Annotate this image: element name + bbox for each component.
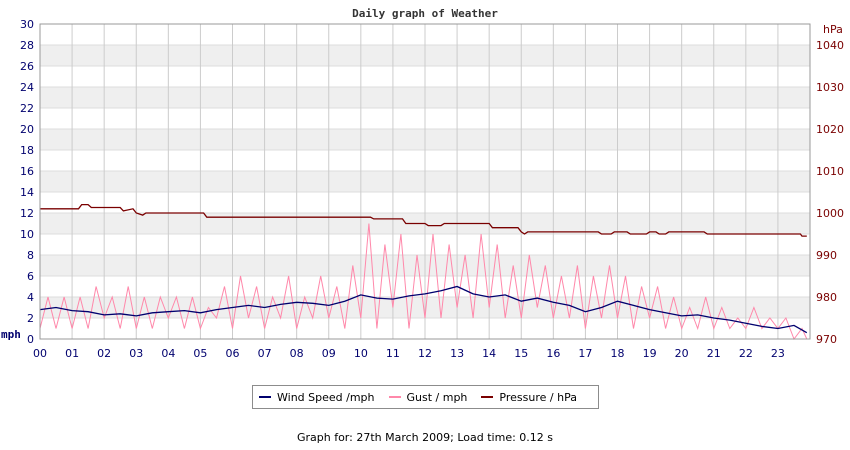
graph-footer: Graph for: 27th March 2009; Load time: 0… bbox=[296, 431, 554, 444]
vertical-gridlines bbox=[71, 24, 779, 339]
y-tick-label: 20 bbox=[20, 123, 34, 136]
x-tick-label: 12 bbox=[418, 347, 432, 360]
series-layer bbox=[39, 203, 808, 341]
x-tick-label: 11 bbox=[386, 347, 400, 360]
legend-label-gust: Gust / mph bbox=[406, 390, 468, 404]
x-axis-ticks: 00 01 02 03 04 05 06 07 08 09 10 11 12 13 14 15 16 17 18 19… bbox=[33, 347, 785, 360]
x-tick-label: 03 bbox=[129, 347, 143, 360]
y2-tick-label: 990 bbox=[816, 249, 837, 262]
y-tick-label: 4 bbox=[27, 291, 34, 304]
x-tick-label: 19 bbox=[643, 347, 657, 360]
x-tick-label: 20 bbox=[675, 347, 689, 360]
x-tick-label: 22 bbox=[739, 347, 753, 360]
legend-swatch-gust bbox=[388, 396, 401, 398]
y-tick-label: 2 bbox=[27, 312, 34, 325]
y2-tick-label: 980 bbox=[816, 291, 837, 304]
x-tick-label: 02 bbox=[97, 347, 111, 360]
y2-tick-label: 1040 bbox=[816, 39, 844, 52]
x-tick-label: 13 bbox=[450, 347, 464, 360]
y-tick-label: 6 bbox=[27, 270, 34, 283]
x-tick-label: 04 bbox=[161, 347, 175, 360]
gust-line bbox=[39, 223, 808, 341]
x-tick-label: 10 bbox=[354, 347, 368, 360]
y-tick-label: 26 bbox=[20, 60, 34, 73]
x-tick-label: 17 bbox=[578, 347, 592, 360]
wind-speed-line bbox=[39, 285, 808, 334]
y-tick-label: 30 bbox=[20, 18, 34, 31]
chart-title: Daily graph of Weather bbox=[352, 7, 498, 20]
y-tick-label: 14 bbox=[20, 186, 34, 199]
legend-item-wind: Wind Speed /mph bbox=[259, 391, 375, 404]
legend-label-wind: Wind Speed /mph bbox=[277, 390, 375, 404]
x-tick-label: 00 bbox=[33, 347, 47, 360]
y-tick-label: 28 bbox=[20, 39, 34, 52]
legend-swatch-pressure bbox=[481, 396, 494, 398]
left-axis-label: mph bbox=[1, 328, 21, 341]
x-tick-label: 15 bbox=[514, 347, 528, 360]
x-tick-label: 16 bbox=[546, 347, 560, 360]
y-tick-label: 24 bbox=[20, 81, 34, 94]
y2-tick-label: 1000 bbox=[816, 207, 844, 220]
legend-swatch-wind bbox=[259, 396, 271, 398]
legend-label-pressure: Pressure / hPa bbox=[499, 390, 577, 404]
y-tick-label: 12 bbox=[20, 207, 34, 220]
y2-tick-label: 970 bbox=[816, 333, 837, 346]
x-tick-label: 05 bbox=[193, 347, 207, 360]
y-tick-label: 22 bbox=[20, 102, 34, 115]
y-tick-label: 8 bbox=[27, 249, 34, 262]
legend-item-pressure: Pressure / hPa bbox=[481, 391, 577, 404]
legend-item-gust: Gust / mph bbox=[388, 390, 468, 404]
right-axis-label: hPa bbox=[823, 23, 843, 36]
x-tick-label: 08 bbox=[290, 347, 304, 360]
y-tick-label: 0 bbox=[27, 333, 34, 346]
x-tick-label: 14 bbox=[482, 347, 496, 360]
x-tick-label: 06 bbox=[226, 347, 240, 360]
y2-tick-label: 1010 bbox=[816, 165, 844, 178]
y-tick-label: 18 bbox=[20, 144, 34, 157]
y-tick-label: 10 bbox=[20, 228, 34, 241]
x-tick-label: 01 bbox=[65, 347, 79, 360]
right-axis-ticks: 970 980 990 1000 1010 1020 1030 1040 bbox=[816, 39, 844, 346]
y-tick-label: 16 bbox=[20, 165, 34, 178]
y2-tick-label: 1020 bbox=[816, 123, 844, 136]
y2-tick-label: 1030 bbox=[816, 81, 844, 94]
x-tick-label: 09 bbox=[322, 347, 336, 360]
x-tick-label: 07 bbox=[258, 347, 272, 360]
pressure-line bbox=[40, 203, 807, 237]
legend: Wind Speed /mph Gust / mph Pressure / hP… bbox=[252, 385, 599, 409]
x-tick-label: 21 bbox=[707, 347, 721, 360]
x-tick-label: 18 bbox=[611, 347, 625, 360]
x-tick-label: 23 bbox=[771, 347, 785, 360]
plot-frame bbox=[39, 23, 811, 340]
